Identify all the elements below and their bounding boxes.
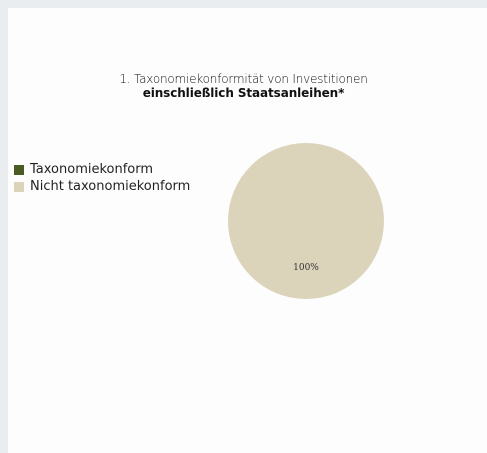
legend-item-taxonomiekonform: Taxonomiekonform <box>14 161 190 178</box>
data-label-nicht-taxonomiekonform: 100% <box>293 263 319 273</box>
chart-legend: Taxonomiekonform Nicht taxonomiekonform <box>14 161 190 195</box>
legend-swatch-nicht-taxonomiekonform <box>14 181 24 192</box>
chart-subtitle: einschließlich Staatsanleihen* <box>142 86 345 100</box>
chart-title: 1. Taxonomiekonformität von Investitione… <box>119 72 368 86</box>
pie-slice-nicht-taxonomiekonform <box>228 143 384 299</box>
legend-label-taxonomiekonform: Taxonomiekonform <box>30 162 154 177</box>
chart-title-block: 1. Taxonomiekonformität von Investitione… <box>0 72 487 100</box>
legend-swatch-taxonomiekonform <box>14 164 24 175</box>
legend-item-nicht-taxonomiekonform: Nicht taxonomiekonform <box>14 178 190 195</box>
legend-label-nicht-taxonomiekonform: Nicht taxonomiekonform <box>30 179 191 194</box>
